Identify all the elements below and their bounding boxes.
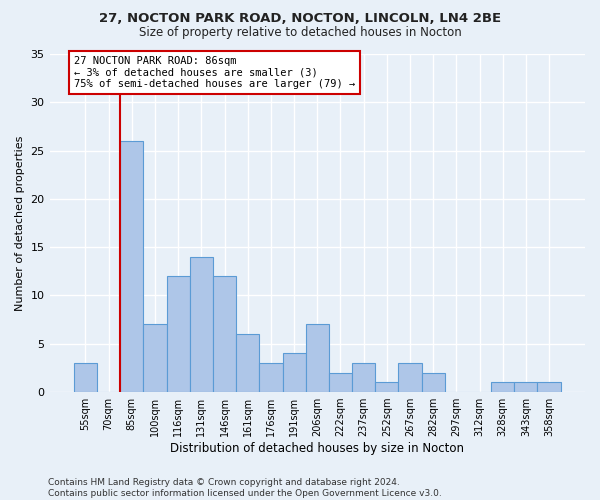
Bar xyxy=(283,354,305,392)
Y-axis label: Number of detached properties: Number of detached properties xyxy=(15,136,25,310)
Bar xyxy=(422,373,445,392)
Bar xyxy=(143,324,167,392)
Bar xyxy=(120,141,143,392)
Bar xyxy=(375,382,398,392)
Bar xyxy=(305,324,329,392)
Bar xyxy=(329,373,352,392)
Text: 27, NOCTON PARK ROAD, NOCTON, LINCOLN, LN4 2BE: 27, NOCTON PARK ROAD, NOCTON, LINCOLN, L… xyxy=(99,12,501,26)
Bar xyxy=(538,382,560,392)
Text: 27 NOCTON PARK ROAD: 86sqm
← 3% of detached houses are smaller (3)
75% of semi-d: 27 NOCTON PARK ROAD: 86sqm ← 3% of detac… xyxy=(74,56,355,89)
Bar xyxy=(74,363,97,392)
Bar xyxy=(236,334,259,392)
Text: Size of property relative to detached houses in Nocton: Size of property relative to detached ho… xyxy=(139,26,461,39)
Bar xyxy=(167,276,190,392)
Bar xyxy=(352,363,375,392)
Bar xyxy=(190,257,213,392)
Bar xyxy=(514,382,538,392)
Bar xyxy=(398,363,422,392)
Bar xyxy=(213,276,236,392)
Bar xyxy=(491,382,514,392)
Bar xyxy=(259,363,283,392)
X-axis label: Distribution of detached houses by size in Nocton: Distribution of detached houses by size … xyxy=(170,442,464,455)
Text: Contains HM Land Registry data © Crown copyright and database right 2024.
Contai: Contains HM Land Registry data © Crown c… xyxy=(48,478,442,498)
